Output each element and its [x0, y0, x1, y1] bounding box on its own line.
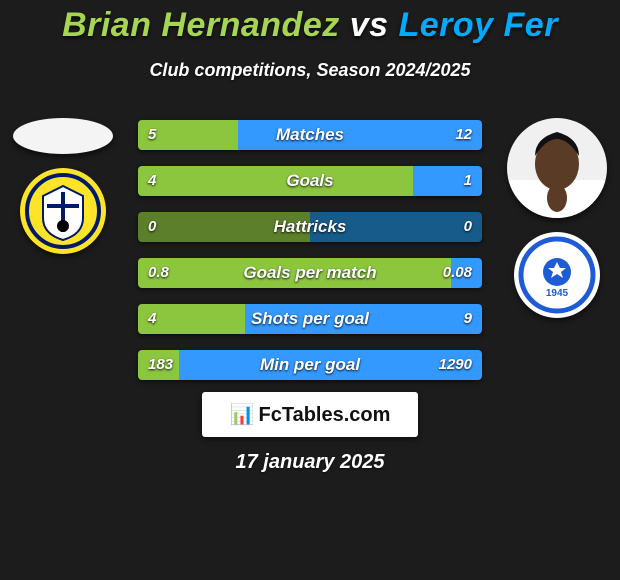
bar-value-right: 0 [464, 212, 472, 242]
bar-row: 5Matches12 [138, 120, 482, 150]
date-label: 17 january 2025 [0, 451, 620, 474]
bar-metric-label: Shots per goal [138, 304, 482, 334]
brand-icon: 📊 [230, 404, 255, 426]
bar-value-right: 1290 [439, 350, 472, 380]
brand-text: FcTables.com [259, 404, 391, 426]
bar-row: 0Hattricks0 [138, 212, 482, 242]
brand-badge: 📊FcTables.com [202, 392, 419, 437]
bar-row: 4Shots per goal9 [138, 304, 482, 334]
vs-separator: vs [350, 6, 389, 44]
bar-metric-label: Min per goal [138, 350, 482, 380]
bar-value-right: 12 [455, 120, 472, 150]
bar-row: 0.8Goals per match0.08 [138, 258, 482, 288]
left-club-crest [20, 168, 106, 254]
bar-value-right: 0.08 [443, 258, 472, 288]
bar-metric-label: Goals per match [138, 258, 482, 288]
bar-metric-label: Goals [138, 166, 482, 196]
left-player-portrait [13, 118, 113, 154]
svg-text:1945: 1945 [546, 288, 569, 299]
bar-metric-label: Hattricks [138, 212, 482, 242]
footer: 📊FcTables.com 17 january 2025 [0, 392, 620, 474]
right-player-column: 1945 [502, 118, 612, 318]
right-club-crest: 1945 [514, 232, 600, 318]
bar-metric-label: Matches [138, 120, 482, 150]
page-title: Brian Hernandez vs Leroy Fer [0, 6, 620, 45]
bar-row: 183Min per goal1290 [138, 350, 482, 380]
bar-row: 4Goals1 [138, 166, 482, 196]
bar-value-right: 1 [464, 166, 472, 196]
comparison-bars: 5Matches12 4Goals1 0Hattricks0 0.8Goals per… [138, 120, 482, 396]
bar-value-right: 9 [464, 304, 472, 334]
left-player-column [8, 118, 118, 254]
right-player-portrait [507, 118, 607, 218]
player-right-name: Leroy Fer [398, 6, 557, 44]
player-left-name: Brian Hernandez [62, 6, 340, 44]
subtitle: Club competitions, Season 2024/2025 [0, 60, 620, 81]
